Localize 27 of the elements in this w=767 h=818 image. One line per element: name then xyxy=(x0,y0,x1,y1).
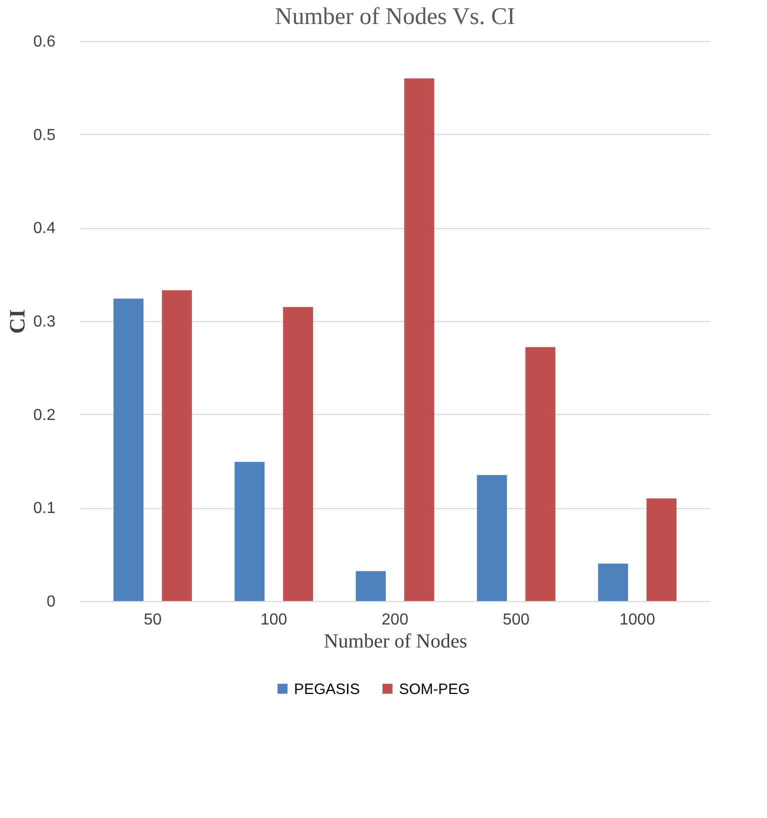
y-tick-label: 0.6 xyxy=(33,34,56,50)
x-tick-label: 100 xyxy=(260,612,288,628)
legend-label: PEGASIS xyxy=(294,680,360,698)
chart-title: Number of Nodes Vs. CI xyxy=(274,4,516,30)
y-tick-label: 0.4 xyxy=(33,220,56,238)
y-tick-label: 0 xyxy=(46,594,56,610)
y-tick-label: 0.2 xyxy=(33,406,56,424)
x-tick-label: 500 xyxy=(502,612,530,628)
bar xyxy=(646,498,677,601)
bar xyxy=(525,347,556,601)
bar xyxy=(234,462,265,601)
bar xyxy=(162,290,192,601)
x-tick-label: 50 xyxy=(144,612,162,628)
bar xyxy=(598,564,628,601)
y-tick-label: 0.3 xyxy=(33,314,56,330)
bar xyxy=(404,78,434,601)
x-tick-label: 1000 xyxy=(620,612,656,628)
y-axis-title: CI xyxy=(4,309,30,334)
bar xyxy=(283,307,314,601)
x-tick-label: 200 xyxy=(382,612,408,628)
bar xyxy=(476,475,507,601)
y-tick-label: 0.1 xyxy=(33,500,56,518)
bar xyxy=(113,298,144,601)
bar xyxy=(356,571,386,601)
y-tick-label: 0.5 xyxy=(33,126,56,144)
x-axis-title: Number of Nodes xyxy=(324,630,468,652)
legend-label: SOM-PEG xyxy=(399,680,470,698)
